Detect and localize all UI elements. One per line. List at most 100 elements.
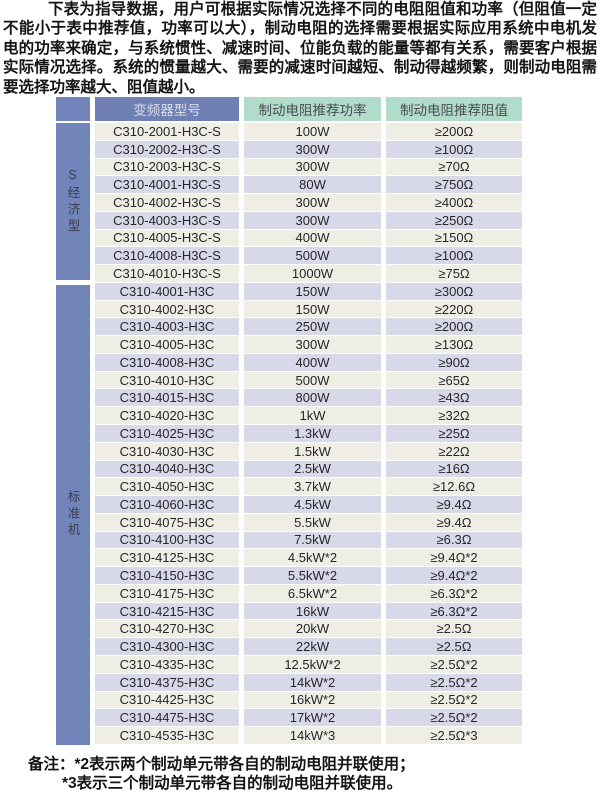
model-cell: C310-4002-H3C-S xyxy=(95,194,239,211)
table-row: C310-4020-H3C 1kW ≥32Ω xyxy=(95,407,522,425)
power-cell: 1.3kW xyxy=(244,425,381,442)
table-row: C310-4475-H3C 17kW*2 ≥2.5Ω*2 xyxy=(95,709,522,727)
table-row: C310-4425-H3C 16kW*2 ≥2.5Ω*2 xyxy=(95,691,522,709)
table-row: C310-4010-H3C-S 1000W ≥75Ω xyxy=(95,265,522,282)
power-cell: 150W xyxy=(244,282,381,300)
power-cell: 4.5kW*2 xyxy=(244,549,381,567)
power-cell: 300W xyxy=(244,158,381,176)
resistance-cell: ≥100Ω xyxy=(386,140,522,158)
power-cell: 5.5kW xyxy=(244,513,381,531)
table-row: C310-4075-H3C 5.5kW ≥9.4Ω xyxy=(95,513,522,531)
table-row: C310-2001-H3C-S 100W ≥200Ω xyxy=(95,123,522,140)
table-row: C310-2003-H3C-S 300W ≥70Ω xyxy=(95,158,522,176)
model-cell: C310-2002-H3C-S xyxy=(95,140,239,158)
model-cell: C310-4175-H3C xyxy=(95,584,239,602)
model-cell: C310-4003-H3C-S xyxy=(95,211,239,229)
intro-line: 实际情况选择。系统的惯量越大、需要的减速时间越短、制动得越频繁，则制动电阻需 xyxy=(3,59,597,77)
power-cell: 4.5kW xyxy=(244,496,381,513)
table-row: C310-4003-H3C 250W ≥200Ω xyxy=(95,318,522,336)
resistance-cell: ≥9.4Ω xyxy=(386,513,522,531)
model-cell: C310-4030-H3C xyxy=(95,442,239,460)
table-row: C310-4003-H3C-S 300W ≥250Ω xyxy=(95,211,522,229)
model-cell: C310-4001-H3C xyxy=(95,282,239,300)
model-cell: C310-4335-H3C xyxy=(95,655,239,673)
corner-header-cell xyxy=(56,97,90,121)
col-header-resistance: 制动电阻推荐阻值 xyxy=(386,97,522,121)
resistance-cell: ≥2.5Ω*2 xyxy=(386,655,522,673)
resistance-cell: ≥200Ω xyxy=(386,318,522,336)
resistance-cell: ≥9.4Ω*2 xyxy=(386,549,522,567)
resistance-cell: ≥150Ω xyxy=(386,229,522,247)
power-cell: 500W xyxy=(244,371,381,389)
table-row: C310-4002-H3C 150W ≥220Ω xyxy=(95,300,522,318)
resistance-cell: ≥6.3Ω*2 xyxy=(386,584,522,602)
model-cell: C310-2001-H3C-S xyxy=(95,123,239,140)
resistance-cell: ≥6.3Ω xyxy=(386,531,522,549)
col-header-model: 变频器型号 xyxy=(95,97,239,121)
table-row: C310-4215-H3C 16kW ≥6.3Ω*2 xyxy=(95,602,522,620)
power-cell: 500W xyxy=(244,247,381,265)
resistance-cell: ≥9.4Ω xyxy=(386,496,522,513)
model-cell: C310-4001-H3C-S xyxy=(95,176,239,194)
power-cell: 400W xyxy=(244,229,381,247)
table-row: C310-4030-H3C 1.5kW ≥22Ω xyxy=(95,442,522,460)
resistance-cell: ≥200Ω xyxy=(386,123,522,140)
resistance-cell: ≥9.4Ω*2 xyxy=(386,567,522,584)
power-cell: 400W xyxy=(244,353,381,371)
power-cell: 2.5kW xyxy=(244,460,381,478)
power-cell: 100W xyxy=(244,123,381,140)
table-row: C310-4125-H3C 4.5kW*2 ≥9.4Ω*2 xyxy=(95,549,522,567)
power-cell: 800W xyxy=(244,389,381,407)
table-row: C310-4002-H3C-S 300W ≥400Ω xyxy=(95,194,522,211)
resistance-cell: ≥43Ω xyxy=(386,389,522,407)
table-row: C310-4008-H3C 400W ≥90Ω xyxy=(95,353,522,371)
power-cell: 7.5kW xyxy=(244,531,381,549)
model-cell: C310-4535-H3C xyxy=(95,727,239,744)
model-cell: C310-4005-H3C-S xyxy=(95,229,239,247)
power-cell: 5.5kW*2 xyxy=(244,567,381,584)
model-cell: C310-4075-H3C xyxy=(95,513,239,531)
resistance-cell: ≥75Ω xyxy=(386,265,522,282)
power-cell: 12.5kW*2 xyxy=(244,655,381,673)
power-cell: 1.5kW xyxy=(244,442,381,460)
resistance-cell: ≥2.5Ω*3 xyxy=(386,727,522,744)
resistance-cell: ≥22Ω xyxy=(386,442,522,460)
intro-paragraph: 下表为指导数据，用户可根据实际情况选择不同的电阻阻值和功率（但阻值一定 不能小于表… xyxy=(3,0,597,97)
model-cell: C310-4008-H3C xyxy=(95,353,239,371)
col-header-power: 制动电阻推荐功率 xyxy=(244,97,381,121)
model-cell: C310-4300-H3C xyxy=(95,638,239,655)
resistance-cell: ≥16Ω xyxy=(386,460,522,478)
model-cell: C310-4125-H3C xyxy=(95,549,239,567)
braking-resistor-table: 变频器型号 制动电阻推荐功率 制动电阻推荐阻值 S经济型 标准机 C310-20… xyxy=(56,97,522,745)
resistance-cell: ≥2.5Ω xyxy=(386,638,522,655)
table-row: C310-4005-H3C-S 400W ≥150Ω xyxy=(95,229,522,247)
resistance-cell: ≥2.5Ω xyxy=(386,620,522,638)
table-row: C310-4008-H3C-S 500W ≥100Ω xyxy=(95,247,522,265)
power-cell: 300W xyxy=(244,140,381,158)
power-cell: 300W xyxy=(244,336,381,353)
model-cell: C310-4020-H3C xyxy=(95,407,239,425)
resistance-cell: ≥750Ω xyxy=(386,176,522,194)
table-row: C310-4040-H3C 2.5kW ≥16Ω xyxy=(95,460,522,478)
model-cell: C310-4040-H3C xyxy=(95,460,239,478)
power-cell: 16kW*2 xyxy=(244,691,381,709)
power-cell: 20kW xyxy=(244,620,381,638)
resistance-cell: ≥130Ω xyxy=(386,336,522,353)
resistance-cell: ≥12.6Ω xyxy=(386,478,522,496)
model-cell: C310-4270-H3C xyxy=(95,620,239,638)
table-row: C310-4060-H3C 4.5kW ≥9.4Ω xyxy=(95,496,522,513)
power-cell: 17kW*2 xyxy=(244,709,381,727)
table-row: C310-4270-H3C 20kW ≥2.5Ω xyxy=(95,620,522,638)
model-cell: C310-4425-H3C xyxy=(95,691,239,709)
power-cell: 300W xyxy=(244,194,381,211)
resistance-cell: ≥100Ω xyxy=(386,247,522,265)
resistance-cell: ≥65Ω xyxy=(386,371,522,389)
table-row: C310-4300-H3C 22kW ≥2.5Ω xyxy=(95,638,522,655)
resistance-cell: ≥250Ω xyxy=(386,211,522,229)
table-row: C310-2002-H3C-S 300W ≥100Ω xyxy=(95,140,522,158)
intro-line: 不能小于表中推荐值，功率可以大），制动电阻的选择需要根据实际应用系统中电机发 xyxy=(3,20,597,38)
table-row: C310-4005-H3C 300W ≥130Ω xyxy=(95,336,522,353)
model-cell: C310-4010-H3C xyxy=(95,371,239,389)
table-row: C310-4001-H3C-S 80W ≥750Ω xyxy=(95,176,522,194)
